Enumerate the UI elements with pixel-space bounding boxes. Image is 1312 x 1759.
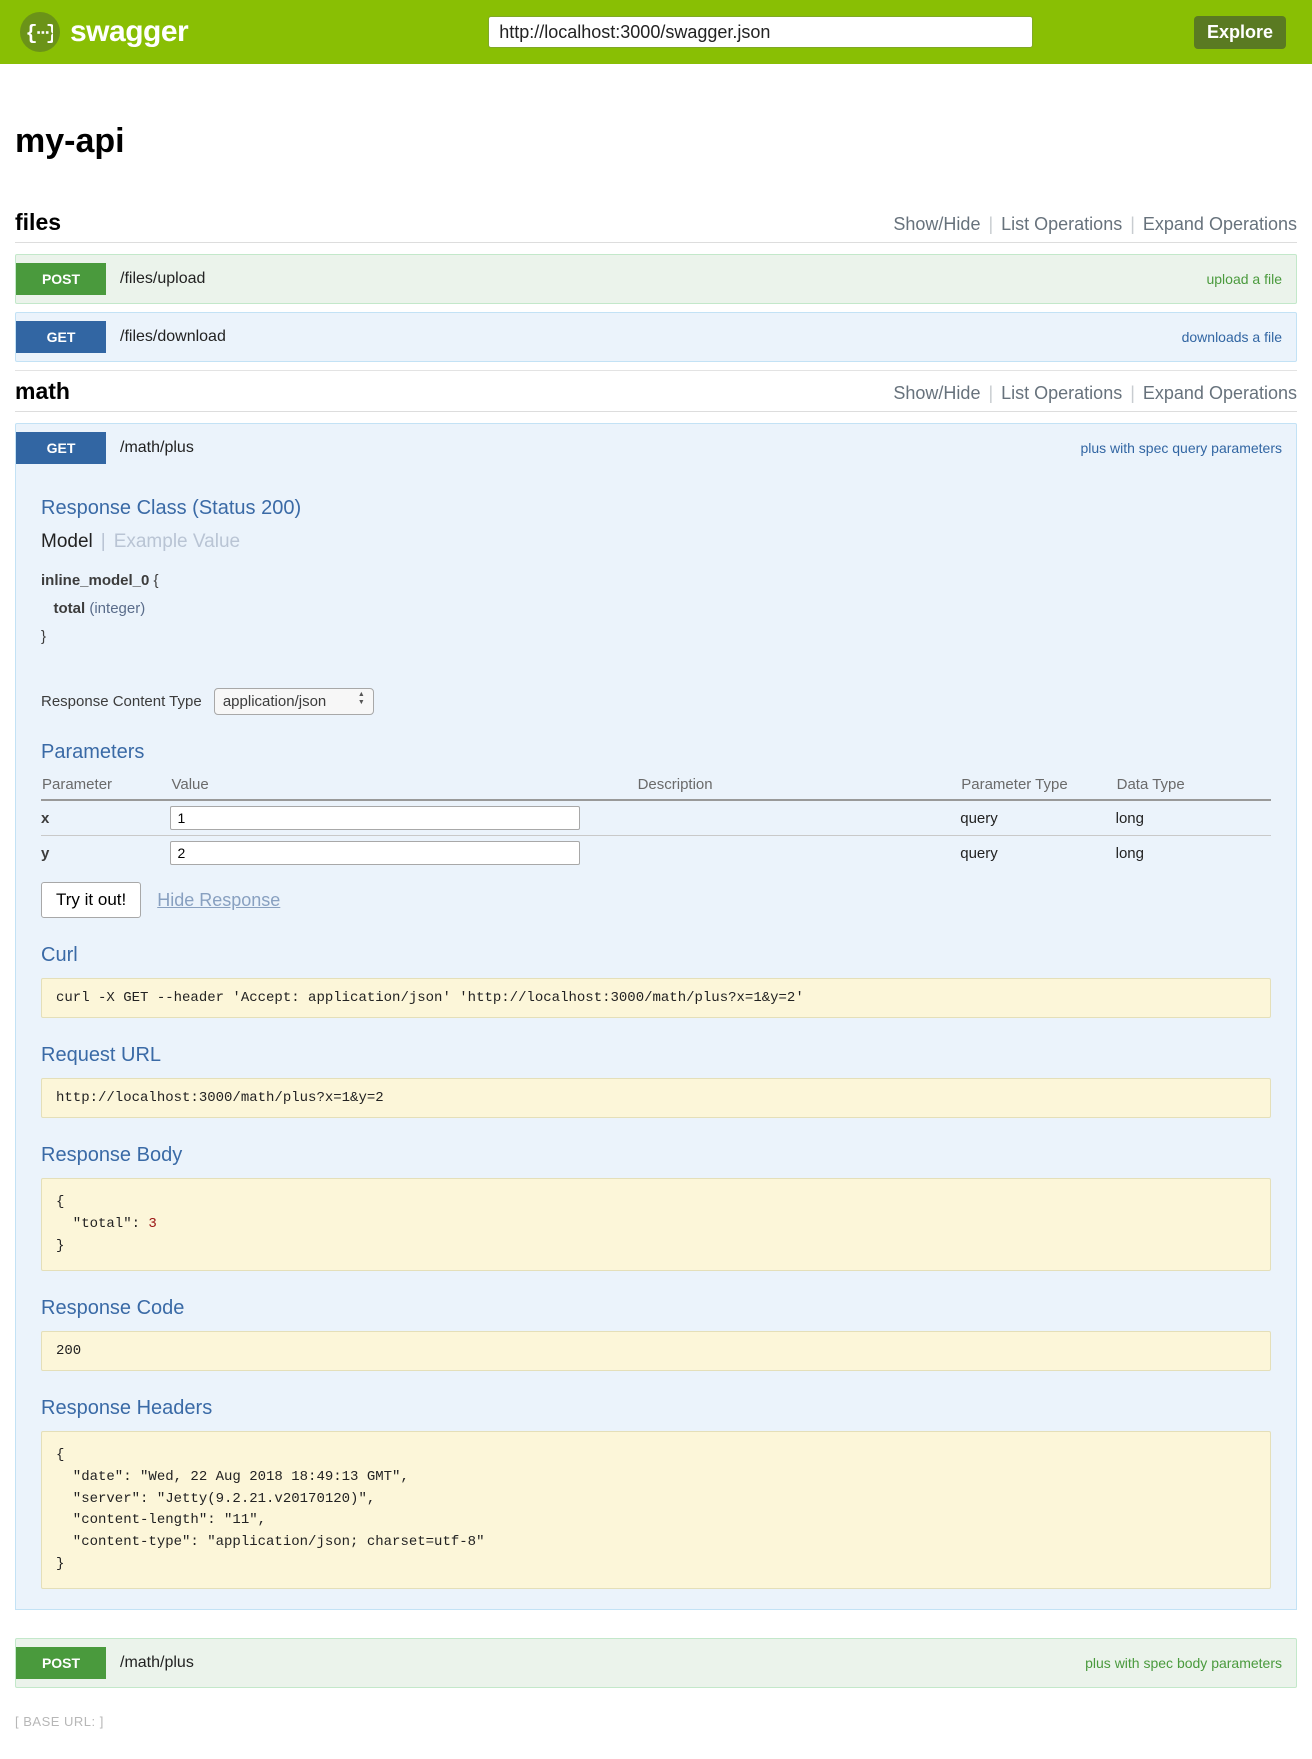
- svg-text:}: }: [46, 23, 53, 44]
- svg-text:{: {: [27, 23, 38, 44]
